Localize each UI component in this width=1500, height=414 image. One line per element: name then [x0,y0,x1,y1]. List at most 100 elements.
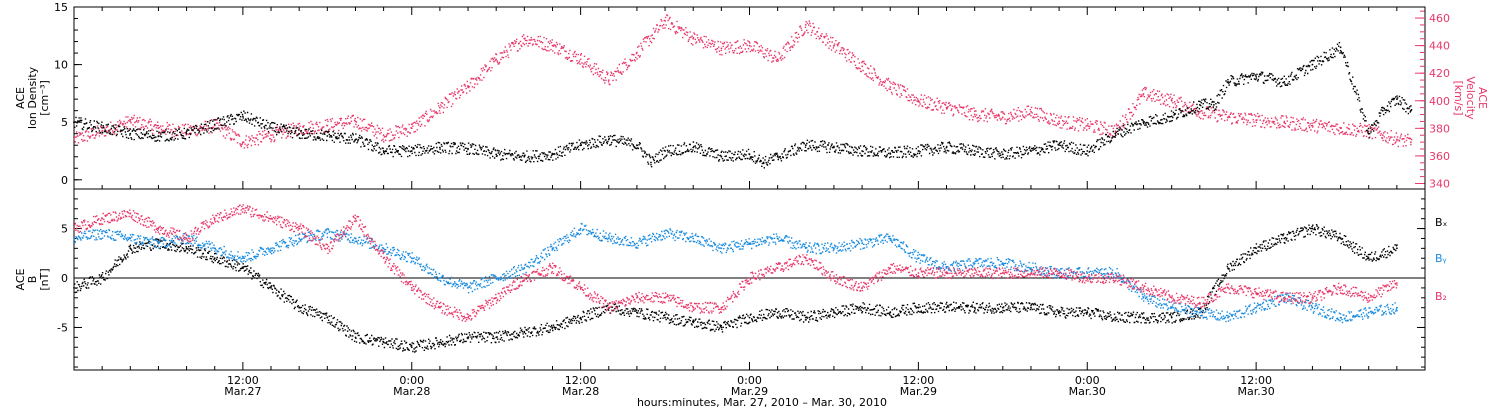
right-y-tick-label: 360 [1429,150,1450,163]
right-y-tick-label: 420 [1429,67,1450,80]
x-axis-title: hours:minutes, Mar. 27, 2010 – Mar. 30, … [637,396,887,409]
bottom-panel-frame [73,188,1426,371]
by-series-point [495,277,498,279]
bx-series-point [748,316,751,319]
bx-series-point [579,316,582,319]
by-series-point [945,267,948,269]
bx-series-point [1086,311,1089,314]
bz-series-point [889,267,892,269]
velocity-series-point [917,99,920,102]
bz-series-point [101,217,103,220]
bz-series-point [720,306,723,309]
right-y-tick-label: 440 [1429,40,1450,53]
density-axis-label-line: Ion Density [26,66,39,129]
bz-series-point [1142,287,1145,289]
bz-series-point [1030,272,1032,274]
velocity-series-point [382,134,385,137]
bx-series-point [213,257,216,260]
bx-series-point [101,277,103,279]
magnetic-field-panel: -5 0 5 ACEB[nT] Bₓ Bᵧ B₂ [14,188,1448,371]
velocity-series-point [861,65,863,68]
velocity-series-point [410,127,413,130]
density-series-point [1114,132,1117,135]
by-series-point [664,232,666,235]
bz-series-point [692,306,695,309]
x-tick-label-time: 12:00 [1240,374,1272,387]
right-y-tick-label: 340 [1429,177,1450,190]
left-y-tick-label: 0 [61,174,68,187]
density-series-point [579,144,582,147]
by-series-point [607,237,610,240]
density-series-point [1367,132,1370,135]
density-series-point [1086,150,1089,152]
x-tick-label-date: Mar.27 [224,385,261,398]
x-tick-label-time: 0:00 [737,374,762,387]
by-series-point [861,242,863,245]
bz-series-point [1311,296,1314,299]
b-axis-label-line: ACE [14,268,27,290]
velocity-series-point [551,44,554,47]
b-y-tick-label: 5 [61,223,68,236]
density-series-point [523,155,526,158]
density-series-point [945,146,948,149]
velocity-series-point [1030,110,1032,113]
density-series-point [664,150,666,152]
velocity-series-point [833,44,835,47]
bx-series-points [74,224,1398,353]
bz-series [73,204,1398,322]
bx-series-point [1170,316,1173,319]
right-y-tick-label: 380 [1429,122,1450,135]
density-series-point [692,146,695,149]
bz-series-point [213,217,216,220]
by-series-point [129,237,132,240]
x-tick-label-date: Mar.29 [900,385,937,398]
bz-series-point [523,277,526,279]
by-series-point [833,247,835,250]
velocity-axis-label-line: [km/s] [1452,80,1465,115]
left-y-tick-label: 5 [61,116,68,129]
density-series-point [1198,104,1201,106]
density-series-point [298,132,301,135]
bx-series-point [129,247,132,250]
bx-series-point [861,306,863,309]
bx-series-point [1311,227,1314,230]
bx-series-point [73,287,75,289]
bz-series-point [945,272,948,274]
bx-series-point [636,311,638,314]
bx-series-point [1367,257,1370,260]
density-series-point [270,127,272,129]
density-series-point [382,150,385,152]
density-series-point [1410,109,1412,112]
density-series-point [1227,81,1229,83]
velocity-series-point [242,141,244,144]
by-series-point [1114,272,1117,274]
velocity-series-point [439,106,441,109]
density-series-point [804,144,807,147]
velocity-series-point [1086,124,1089,127]
density-series-point [157,135,160,137]
legend-label: B₂ [1435,290,1447,303]
velocity-series-point [270,134,272,137]
bz-series-point [776,267,779,269]
by-series-point [298,237,301,240]
velocity-series-point [1001,116,1004,119]
velocity-series-point [579,58,582,61]
density-series-point [917,150,920,152]
bz-series-point [185,237,188,240]
velocity-series-point [1339,127,1342,130]
bx-series-point [354,336,357,339]
b-y-tick-label: -5 [57,321,68,334]
density-series-point [185,132,188,135]
density-series-point [889,152,892,155]
velocity-series-point [73,138,75,141]
legend-label: Bₓ [1435,216,1448,229]
density-series-point [495,153,498,156]
by-series-point [326,232,329,235]
velocity-series-point [692,37,695,40]
velocity-series-point [720,47,723,50]
x-tick-label-date: Mar.28 [562,385,599,398]
velocity-series-point [636,51,638,54]
by-series-point [720,247,723,250]
velocity-series-point [1255,119,1257,121]
density-axis-label-line: ACE [14,87,27,109]
